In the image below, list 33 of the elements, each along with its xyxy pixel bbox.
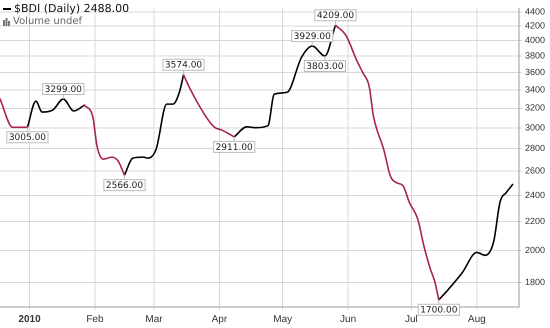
- text: Volume undef: [13, 15, 82, 28]
- data-label: 2566.00: [106, 180, 144, 191]
- y-tick-label: 3400: [524, 84, 546, 94]
- x-tick-label: 2010: [18, 314, 42, 325]
- x-tick-label: Mar: [145, 314, 164, 325]
- y-tick-label: 3200: [524, 102, 546, 113]
- x-tick-label: Feb: [86, 314, 104, 325]
- data-label: 3299.00: [44, 84, 82, 95]
- y-tick-label: 2800: [524, 143, 546, 154]
- y-tick-label: 2600: [524, 166, 546, 176]
- y-tick-label: 3000: [524, 122, 546, 132]
- y-tick-label: 3800: [524, 50, 546, 61]
- x-tick-label: Aug: [468, 314, 486, 325]
- y-tick-label: 3600: [524, 67, 546, 78]
- data-label: 4209.00: [316, 11, 354, 22]
- chart-title: $BDI (Daily) 2488.00: [14, 2, 130, 15]
- y-tick-label: 2400: [524, 190, 546, 200]
- x-tick-label: Jun: [340, 314, 356, 325]
- data-label: 2911.00: [216, 142, 254, 153]
- y-tick-label: 1800: [524, 276, 546, 287]
- x-tick-label: Jul: [404, 314, 418, 325]
- y-tick-label: 2200: [524, 216, 546, 226]
- x-tick-label: May: [273, 314, 292, 325]
- data-label: 3574.00: [164, 60, 202, 71]
- data-label: 1700.00: [420, 306, 458, 316]
- data-label: 3929.00: [294, 32, 332, 42]
- y-tick-label: 2000: [524, 245, 546, 256]
- y-tick-label: 4200: [524, 20, 546, 30]
- y-tick-label: 4400: [524, 6, 546, 16]
- x-tick-label: Apr: [212, 314, 228, 325]
- data-label: 3005.00: [8, 133, 46, 144]
- data-label: 3803.00: [306, 62, 344, 72]
- y-tick-label: 4000: [524, 35, 546, 46]
